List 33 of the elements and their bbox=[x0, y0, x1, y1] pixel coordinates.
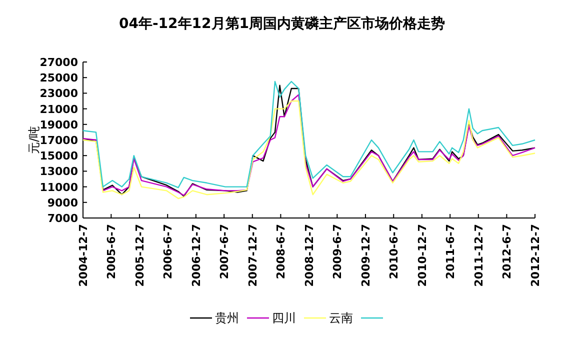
y-tick-label: 19000 bbox=[40, 118, 78, 132]
x-tick-label: 2010-12-7 bbox=[416, 224, 429, 287]
y-tick-label: 11000 bbox=[40, 180, 78, 194]
y-tick-label: 15000 bbox=[40, 150, 78, 163]
x-tick-label: 2004-12-7 bbox=[77, 224, 90, 287]
legend-label: 四川 bbox=[272, 311, 296, 325]
x-tick-label: 2006-6-7 bbox=[162, 224, 175, 280]
legend-label: 贵州 bbox=[215, 311, 239, 325]
x-tick-label: 2011-12-7 bbox=[472, 224, 486, 287]
x-tick-label: 2012-6-7 bbox=[500, 224, 514, 280]
x-tick-label: 2005-12-7 bbox=[133, 224, 146, 287]
x-tick-label: 2009-12-7 bbox=[359, 224, 372, 287]
y-tick-label: 17000 bbox=[40, 134, 78, 147]
y-tick-label: 21000 bbox=[40, 102, 78, 116]
y-tick-label: 9000 bbox=[47, 196, 78, 210]
x-tick-label: 2006-12-7 bbox=[190, 224, 203, 287]
x-tick-label: 2009-6-7 bbox=[331, 224, 344, 280]
x-tick-label: 2010-6-7 bbox=[388, 224, 401, 280]
x-tick-label: 2008-6-7 bbox=[274, 224, 288, 280]
y-tick-label: 13000 bbox=[40, 165, 78, 178]
x-tick-label: 2012-12-7 bbox=[529, 224, 542, 287]
x-tick-label: 2011-6-7 bbox=[444, 224, 458, 280]
chart-title: 04年-12年12月第1周国内黄磷主产区市场价格走势 bbox=[119, 15, 445, 32]
y-axis-title: 元/吨 bbox=[27, 126, 41, 154]
y-tick-label: 27000 bbox=[40, 56, 78, 69]
x-tick-label: 2005-6-7 bbox=[105, 224, 118, 280]
y-tick-label: 23000 bbox=[40, 87, 78, 100]
x-tick-label: 2007-12-7 bbox=[246, 224, 260, 287]
x-tick-label: 2007-6-7 bbox=[218, 224, 232, 280]
x-tick-label: 2008-12-7 bbox=[303, 224, 316, 287]
y-tick-label: 25000 bbox=[40, 72, 78, 85]
y-tick-label: 7000 bbox=[47, 212, 78, 225]
legend-label: 云南 bbox=[329, 311, 353, 325]
